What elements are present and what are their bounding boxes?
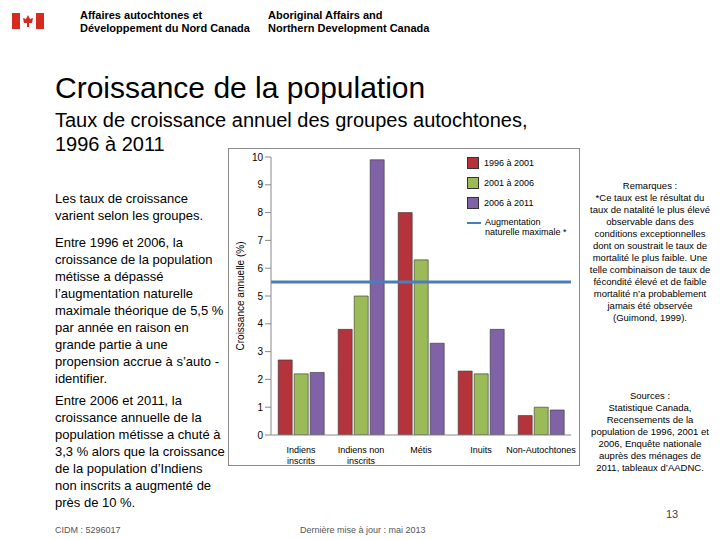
svg-text:Indiensinscrits: Indiensinscrits	[286, 445, 316, 465]
html-text:Statistique Canada, Recensemen: Statistique Canada, Recensements de la p…	[591, 402, 709, 473]
html-text:Dernière mise à jour : mai 201: Dernière mise à jour : mai 2013	[300, 525, 426, 535]
html-text:Northern Development Canada: Northern Development Canada	[268, 22, 430, 34]
html-text:Croissance de la population: Croissance de la population	[55, 71, 426, 104]
html-text:2001 à 2006: 2001 à 2006	[484, 178, 535, 188]
svg-text:2: 2	[257, 374, 263, 385]
html-text:Augmentation naturelle maximal: Augmentation naturelle maximale *	[485, 217, 567, 237]
svg-text:6: 6	[257, 263, 263, 274]
html-text:Les taux de croissance varient: Les taux de croissance varient selon les…	[55, 191, 204, 223]
html-text:Remarques :: Remarques :	[622, 180, 678, 191]
html-text:Aboriginal Affairs and: Aboriginal Affairs and	[268, 9, 383, 21]
html-text:2006 à 2011: 2006 à 2011	[484, 198, 534, 208]
svg-text:10: 10	[252, 152, 264, 163]
svg-text:Métis: Métis	[410, 445, 432, 455]
svg-text:Non-Autochtones: Non-Autochtones	[506, 445, 576, 455]
html-text:CIDM : 5296017: CIDM : 5296017	[55, 525, 121, 535]
svg-text:Inuits: Inuits	[470, 445, 492, 455]
svg-text:4: 4	[257, 318, 263, 329]
html-text:Développement du Nord Canada: Développement du Nord Canada	[80, 22, 250, 34]
html-text:Entre 2006 et 2011, la croissa: Entre 2006 et 2011, la croissance annuel…	[55, 393, 225, 510]
html-text:*Ce taux est le résultat du ta: *Ce taux est le résultat du taux de nata…	[589, 192, 711, 323]
svg-text:Indiens noninscrits: Indiens noninscrits	[338, 445, 385, 465]
html-text:Entre 1996 et 2006, la croissa: Entre 1996 et 2006, la croissance de la …	[55, 235, 224, 386]
svg-text:9: 9	[257, 179, 263, 190]
html-text:Taux de croissance annuel des: Taux de croissance annuel des groupes au…	[55, 109, 528, 131]
html-text:13: 13	[665, 508, 679, 520]
html-text:Affaires autochtones et: Affaires autochtones et	[80, 9, 203, 21]
svg-text:8: 8	[257, 207, 263, 218]
svg-text:0: 0	[257, 430, 263, 441]
html-text:1996 à 2001: 1996 à 2001	[484, 158, 535, 168]
svg-text:3: 3	[257, 346, 263, 357]
svg-text:7: 7	[257, 235, 263, 246]
html-text:Sources :: Sources :	[629, 390, 671, 401]
html-text:1996 à 2011: 1996 à 2011	[55, 133, 165, 155]
svg-text:5: 5	[257, 291, 263, 302]
svg-text:Croissance annuelle (%): Croissance annuelle (%)	[235, 242, 246, 351]
svg-text:1: 1	[257, 402, 263, 413]
